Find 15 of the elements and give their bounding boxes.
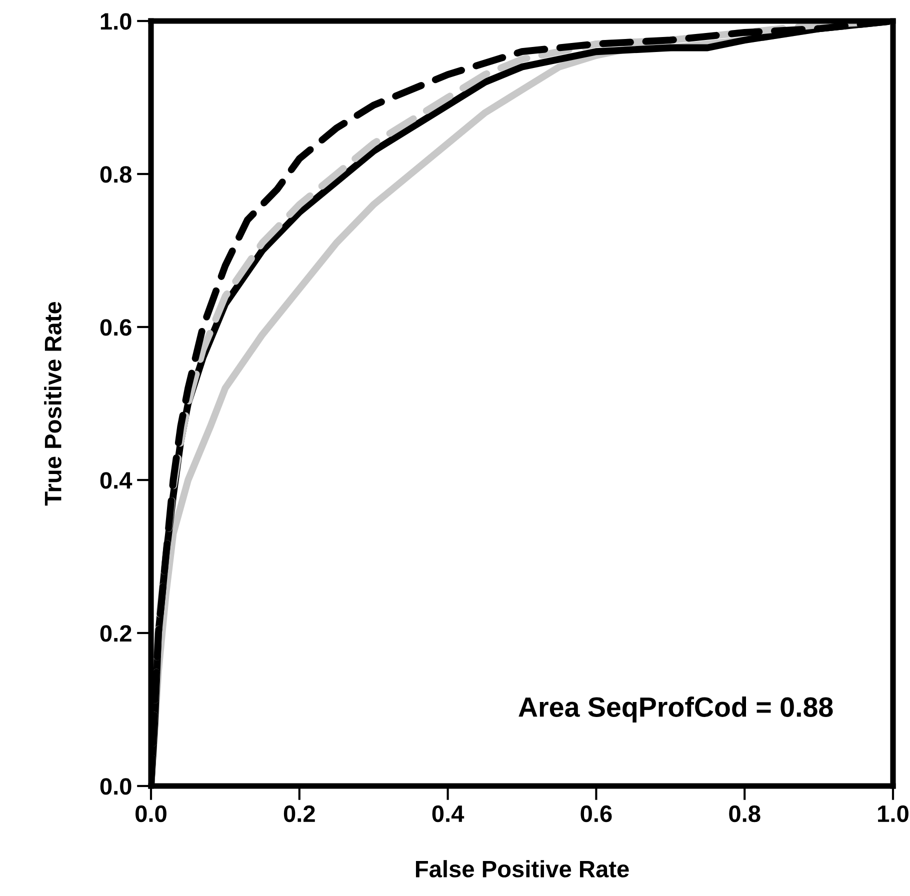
y-tick-label: 0.6	[100, 319, 132, 336]
x-tick-label: 0.8	[729, 805, 760, 822]
x-tick-label: 0.0	[136, 805, 166, 822]
x-tick-label: 0.4	[432, 805, 464, 822]
y-axis-title: True Positive Rate	[44, 302, 62, 506]
x-tick-label: 0.6	[580, 805, 612, 822]
annotation: Area SeqProfCod = 0.88	[518, 696, 833, 722]
y-tick-label: 0.0	[100, 778, 132, 795]
y-tick-label: 1.0	[100, 13, 132, 30]
y-tick-label: 0.2	[100, 625, 132, 642]
x-axis-title: False Positive Rate	[416, 860, 629, 878]
y-tick-label: 0.8	[100, 166, 132, 183]
y-tick-label: 0.4	[100, 472, 132, 489]
x-tick-label: 0.2	[284, 805, 315, 822]
x-tick-label: 1.0	[878, 805, 908, 822]
